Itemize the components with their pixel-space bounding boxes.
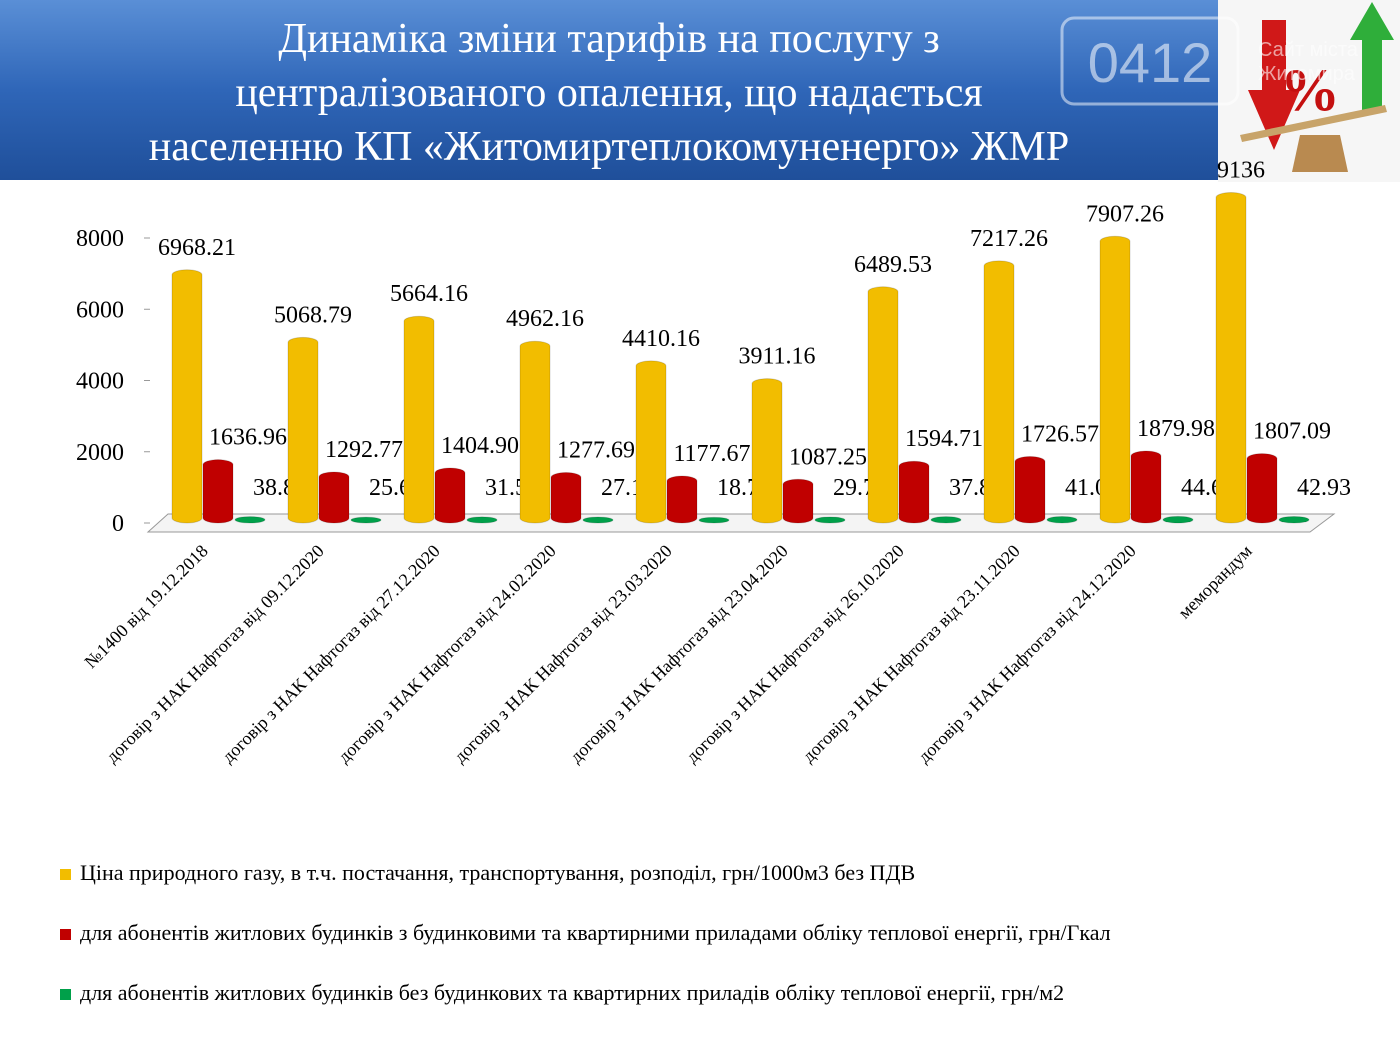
legend-swatch: [60, 989, 71, 1000]
scale-beam: [1240, 105, 1387, 142]
bar: [434, 467, 466, 524]
value-label: 1177.67: [673, 441, 750, 467]
bar: [1014, 455, 1046, 524]
x-tick-label: договір з НАК Нафтогаз від 23.04.2020: [566, 541, 792, 767]
value-label: 9136: [1217, 158, 1265, 184]
watermark-frame: [1060, 16, 1240, 106]
bar: [666, 475, 698, 524]
bar: [350, 516, 382, 524]
value-label: 1726.57: [1021, 421, 1099, 447]
y-tick-label: 2000: [76, 440, 124, 466]
bar: [318, 471, 350, 524]
bar: [171, 269, 203, 524]
x-tick-label: договір з НАК Нафтогаз від 23.11.2020: [798, 541, 1024, 767]
bar: [1162, 515, 1194, 524]
bar: [519, 340, 551, 524]
bar: [466, 516, 498, 524]
value-label: 5068.79: [274, 302, 352, 328]
legend-swatch: [60, 929, 71, 940]
y-tick-label: 8000: [76, 226, 124, 252]
bar: [1215, 192, 1247, 524]
x-tick-label: №1400 від 19.12.2018: [80, 541, 211, 672]
value-label: 7217.26: [970, 226, 1048, 252]
bar: [814, 516, 846, 524]
icon-label: %: [1280, 57, 1340, 123]
legend-label: Ціна природного газу, в т.ч. постачання,…: [80, 860, 915, 885]
bar: [898, 460, 930, 524]
bar: [930, 516, 962, 524]
value-label: 1087.25: [789, 444, 867, 470]
value-label: 1277.69: [557, 437, 635, 463]
bar: [403, 315, 435, 524]
value-label: 7907.26: [1086, 201, 1164, 227]
bar: [983, 260, 1015, 524]
y-tick-label: 0: [112, 511, 124, 537]
down-arrow: [1248, 20, 1300, 150]
bar: [1130, 450, 1162, 524]
watermark-text: Житомира: [1258, 63, 1356, 85]
value-label: 1636.96: [209, 425, 287, 451]
value-label: 3911.16: [738, 344, 815, 370]
scale-base: [1292, 135, 1348, 172]
x-tick-label: меморандум: [1174, 541, 1256, 623]
title-line: населенню КП «Житомиртеплокомуненерго» Ж…: [149, 124, 1070, 170]
y-tick-label: 4000: [76, 369, 124, 395]
legend-label: для абонентів житлових будинків без буди…: [80, 980, 1064, 1005]
bar: [751, 378, 783, 524]
x-tick-label: договір з НАК Нафтогаз від 24.02.2020: [334, 541, 560, 767]
x-tick-label: договір з НАК Нафтогаз від 23.03.2020: [450, 541, 676, 767]
value-label: 1292.77: [325, 437, 403, 463]
bar: [234, 516, 266, 524]
value-label: 1807.09: [1253, 419, 1331, 445]
banner: [0, 0, 1218, 180]
x-tick-label: договір з НАК Нафтогаз від 09.12.2020: [102, 541, 328, 767]
bar: [582, 516, 614, 524]
watermark-text: Сайт міста: [1258, 39, 1359, 61]
bar: [698, 516, 730, 524]
value-label: 1879.98: [1137, 416, 1215, 442]
x-tick-label: договір з НАК Нафтогаз від 27.12.2020: [218, 541, 444, 767]
bar: [635, 360, 667, 524]
bar: [782, 478, 814, 524]
watermark-number: 0412: [1088, 31, 1213, 94]
x-tick-label: договір з НАК Нафтогаз від 24.12.2020: [914, 541, 1140, 767]
bar: [202, 459, 234, 524]
value-label: 4962.16: [506, 306, 584, 332]
value-label: 6489.53: [854, 252, 932, 278]
title-line: Динаміка зміни тарифів на послугу з: [278, 16, 939, 62]
value-label: 5664.16: [390, 281, 468, 307]
bar: [287, 336, 319, 524]
bar: [1246, 453, 1278, 524]
value-label: 4410.16: [622, 326, 700, 352]
legend-label: для абонентів житлових будинків з будинк…: [80, 920, 1111, 945]
bar: [1099, 235, 1131, 524]
y-tick-label: 6000: [76, 297, 124, 323]
legend-swatch: [60, 869, 71, 880]
up-arrow: [1350, 2, 1394, 110]
title-line: централізованого опалення, що надається: [235, 70, 982, 116]
bar: [1278, 515, 1310, 524]
bar: [867, 286, 899, 524]
x-tick-label: договір з НАК Нафтогаз від 26.10.2020: [682, 541, 908, 767]
bar: [1046, 516, 1078, 524]
value-label: 6968.21: [158, 235, 236, 261]
value-label: 42.93: [1297, 475, 1351, 501]
value-label: 1594.71: [905, 426, 983, 452]
bar: [550, 471, 582, 524]
value-label: 1404.90: [441, 433, 519, 459]
